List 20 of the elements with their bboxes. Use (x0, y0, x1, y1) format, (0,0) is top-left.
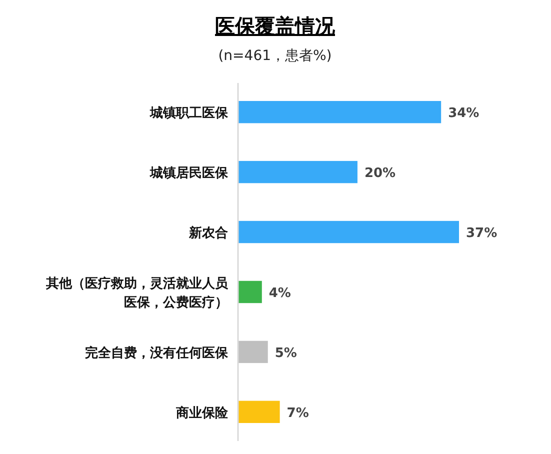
bar (238, 100, 442, 124)
bar (238, 160, 358, 184)
y-tick-label: 其他（医疗救助，灵活就业人员医保，公费医疗） (45, 275, 229, 310)
bar (238, 400, 280, 424)
bar (238, 340, 268, 364)
bar (238, 280, 262, 304)
data-label: 37% (466, 226, 498, 242)
data-label: 5% (274, 346, 297, 361)
y-tick-label: 商业保险 (175, 404, 229, 421)
y-tick-label: 城镇居民医保 (149, 166, 229, 182)
y-tick-label: 城镇职工医保 (149, 106, 229, 122)
chart-title: 医保覆盖情况 (215, 14, 336, 38)
data-label: 7% (286, 406, 309, 421)
y-tick-label: 新农合 (188, 225, 228, 242)
chart-subtitle: (n=461，患者%) (218, 48, 332, 64)
bar (238, 220, 459, 244)
data-label: 20% (364, 166, 396, 182)
data-label: 34% (448, 106, 480, 122)
y-tick-label: 完全自费，没有任何医保 (85, 344, 229, 361)
data-label: 4% (268, 286, 291, 301)
